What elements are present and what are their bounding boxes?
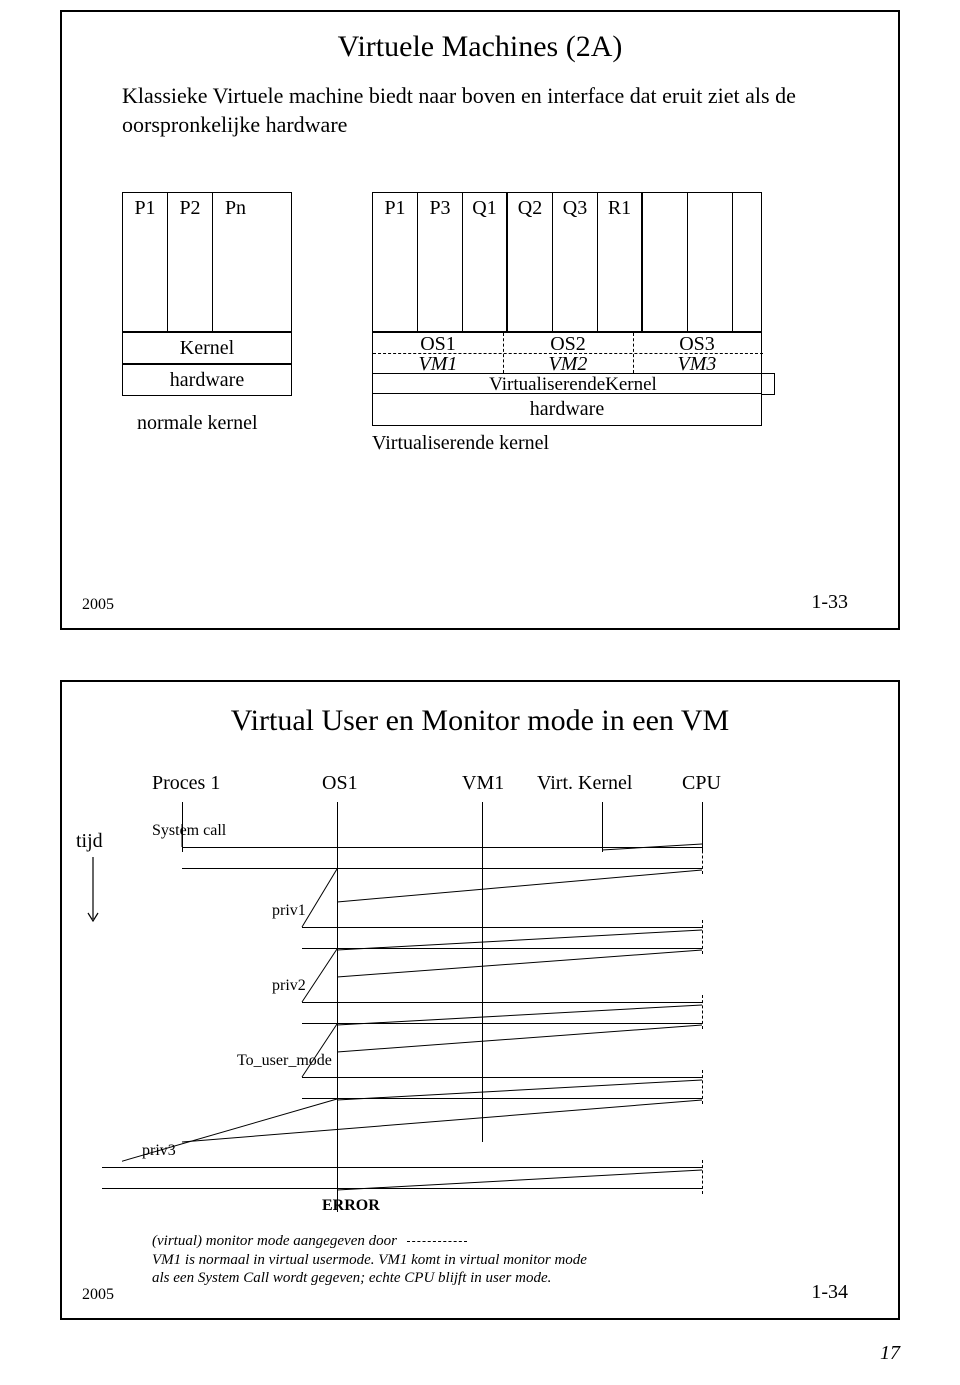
left-caption: normale kernel	[137, 412, 258, 435]
page-number: 17	[880, 1342, 900, 1365]
slide2-footnote: (virtual) monitor mode aangegeven door V…	[152, 1232, 852, 1288]
tijd-label: tijd	[76, 830, 103, 853]
left-hardware-box: hardware	[122, 364, 292, 396]
right-caption: Virtualiserende kernel	[372, 432, 549, 455]
timeline-diagram: Proces 1 OS1 VM1 Virt. Kernel CPU System…	[122, 772, 862, 1212]
slide2-page: 1-34	[811, 1281, 848, 1304]
right-os-vm-box: OS1 OS2 OS3 VM1 VM2 VM3 VirtualiserendeK…	[372, 332, 762, 394]
left-kernel-box: Kernel	[122, 332, 292, 364]
right-process-row: P1 P3 Q1 Q2 Q3 R1	[372, 192, 762, 332]
slide1-page: 1-33	[811, 591, 848, 614]
slide1-subtitle: Klassieke Virtuele machine biedt naar bo…	[122, 82, 838, 139]
right-hardware-box: hardware	[372, 394, 762, 426]
slide1-title: Virtuele Machines (2A)	[62, 30, 898, 64]
slide1-year: 2005	[82, 596, 114, 614]
slide2-title: Virtual User en Monitor mode in een VM	[62, 704, 898, 738]
slide-virtual-user-monitor: Virtual User en Monitor mode in een VM t…	[60, 680, 900, 1320]
slide2-year: 2005	[82, 1286, 114, 1304]
timeline-svg	[122, 772, 862, 1212]
slide-virtual-machines-2a: Virtuele Machines (2A) Klassieke Virtuel…	[60, 10, 900, 630]
time-arrow-icon	[86, 857, 100, 927]
left-process-row: P1 P2 Pn	[122, 192, 292, 332]
